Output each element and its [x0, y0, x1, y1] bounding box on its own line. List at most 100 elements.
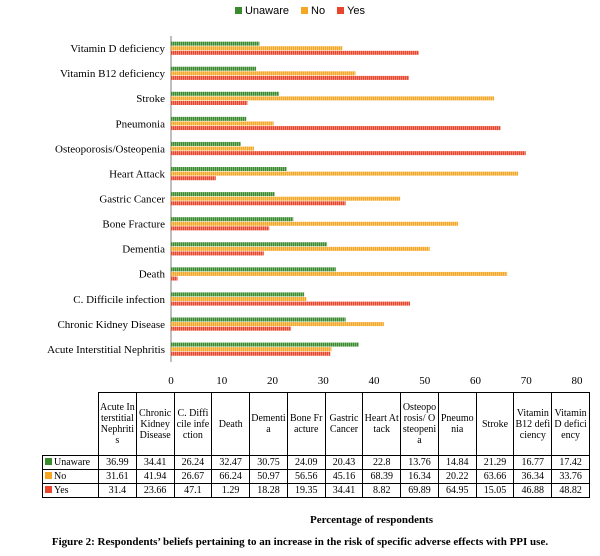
bar-unaware — [171, 242, 328, 247]
table-column-header: Vitamin B12 deficiency — [513, 392, 553, 456]
bar-yes — [171, 50, 419, 55]
table-row: No 31.61 41.94 26.67 66.24 50.97 56.56 45.16 68.… — [42, 469, 590, 484]
table-column-header: Vitamin D deficiency — [551, 392, 590, 456]
legend-label: No — [311, 5, 326, 17]
y-category-label: Dementia — [122, 244, 165, 256]
legend-swatch — [337, 7, 345, 14]
table-row-header: No — [42, 469, 99, 484]
bar-yes — [171, 251, 264, 256]
table-cell: 32.47 — [211, 455, 251, 470]
table-cell: 22.8 — [362, 455, 402, 470]
y-category-label: Vitamin D deficiency — [70, 43, 165, 55]
table-header-row: Acute Interstitial Nephritis Chronic Kidn… — [43, 392, 590, 456]
table-column-header: Chronic Kidney Disease — [135, 392, 175, 456]
bar-no — [171, 297, 307, 302]
bar-unaware — [171, 317, 346, 322]
table-cell: 20.22 — [437, 469, 477, 484]
table-column-header: Pneumonia — [437, 392, 477, 456]
y-category-label: Osteoporosis/Osteopenia — [55, 143, 165, 155]
table-cell: 16.34 — [400, 469, 439, 484]
table-cell: 36.99 — [98, 455, 137, 470]
bar-unaware — [171, 141, 241, 146]
data-table: Acute Interstitial Nephritis Chronic Kidn… — [42, 392, 590, 498]
row-legend-swatch — [45, 472, 52, 479]
bar-unaware — [171, 217, 294, 222]
table-row-header: Yes — [42, 483, 99, 498]
table-cell: 47.1 — [173, 483, 213, 498]
x-tick-label: 70 — [521, 375, 533, 387]
bar-no — [171, 146, 254, 151]
table-cell: 31.4 — [98, 483, 137, 498]
y-category-label: C. Difficile infection — [73, 294, 165, 306]
table-column-header: Gastric Cancer — [324, 392, 364, 456]
table-row-header: Unaware — [42, 455, 99, 470]
y-category-label: Acute Interstitial Nephritis — [47, 344, 165, 356]
x-tick-label: 10 — [216, 375, 228, 387]
table-cell: 30.75 — [249, 455, 288, 470]
y-category-label: Pneumonia — [116, 118, 166, 130]
table-row: Unaware 36.99 34.41 26.24 32.47 30.75 24.09 20.… — [42, 455, 590, 470]
x-tick-label: 80 — [572, 375, 584, 387]
x-tick-label: 60 — [470, 375, 482, 387]
y-category-label: Vitamin B12 deficiency — [60, 68, 166, 80]
x-tick-label: 40 — [369, 375, 381, 387]
table-cell: 34.41 — [324, 483, 364, 498]
table-column-header: Death — [211, 392, 251, 456]
table-cell: 36.34 — [513, 469, 553, 484]
row-label: Unaware — [54, 457, 91, 468]
figure-caption: Figure 2: Respondents’ beliefs pertainin… — [51, 536, 549, 548]
bar-yes — [171, 75, 409, 80]
bar-no — [171, 121, 274, 126]
table-cell: 69.89 — [400, 483, 439, 498]
bar-unaware — [171, 342, 359, 347]
bar-no — [171, 71, 356, 76]
bar-no — [171, 46, 343, 51]
legend-label: Unaware — [244, 5, 289, 17]
table-cell: 45.16 — [324, 469, 364, 484]
x-tick-label: 50 — [419, 375, 431, 387]
table-corner — [43, 393, 99, 456]
table-cell: 14.84 — [437, 455, 477, 470]
table-cell: 68.39 — [362, 469, 402, 484]
bar-yes — [171, 126, 501, 131]
bar-unaware — [171, 66, 257, 71]
table-column-header: Acute Interstitial Nephritis — [98, 392, 137, 456]
bar-no — [171, 246, 430, 251]
table-cell: 63.66 — [475, 469, 515, 484]
legend-item: No — [301, 5, 325, 17]
bar-unaware — [171, 41, 260, 46]
table-cell: 26.67 — [173, 469, 213, 484]
bar-unaware — [171, 267, 336, 272]
table-cell: 56.56 — [286, 469, 326, 484]
table-cell: 20.43 — [324, 455, 364, 470]
table-cell: 18.28 — [249, 483, 288, 498]
table-column-header: C. Difficile infection — [173, 392, 213, 456]
table-column-header: Stroke — [475, 392, 515, 456]
bar-no — [171, 221, 459, 226]
y-category-label: Gastric Cancer — [99, 194, 165, 206]
bar-yes — [171, 176, 216, 181]
table-cell: 46.88 — [513, 483, 553, 498]
table-column-header: Bone Fracture — [286, 392, 326, 456]
table-column-header: Osteoporosis/ Osteopenia — [400, 392, 439, 456]
table-column-header: Heart Attack — [362, 392, 402, 456]
table-cell: 17.42 — [551, 455, 590, 470]
bar-yes — [171, 226, 270, 231]
bar-no — [171, 96, 495, 101]
legend-label: Yes — [347, 5, 366, 17]
bar-unaware — [171, 91, 280, 96]
bar-unaware — [171, 192, 275, 197]
row-label: No — [54, 471, 67, 482]
chart-legend: Unaware No Yes — [0, 5, 600, 17]
bar-chart: 0 10 20 30 40 50 60 70 80 Acute Interstitial Neph… — [47, 36, 584, 387]
y-category-label: Stroke — [136, 93, 165, 105]
table-column-header: Dementia — [249, 392, 288, 456]
table-cell: 21.29 — [475, 455, 515, 470]
table-cell: 19.35 — [286, 483, 326, 498]
bar-yes — [171, 201, 346, 206]
legend-item: Unaware — [234, 5, 289, 17]
table-cell: 41.94 — [135, 469, 175, 484]
y-category-label: Bone Fracture — [102, 219, 165, 231]
bar-unaware — [171, 167, 287, 172]
table-cell: 1.29 — [211, 483, 251, 498]
